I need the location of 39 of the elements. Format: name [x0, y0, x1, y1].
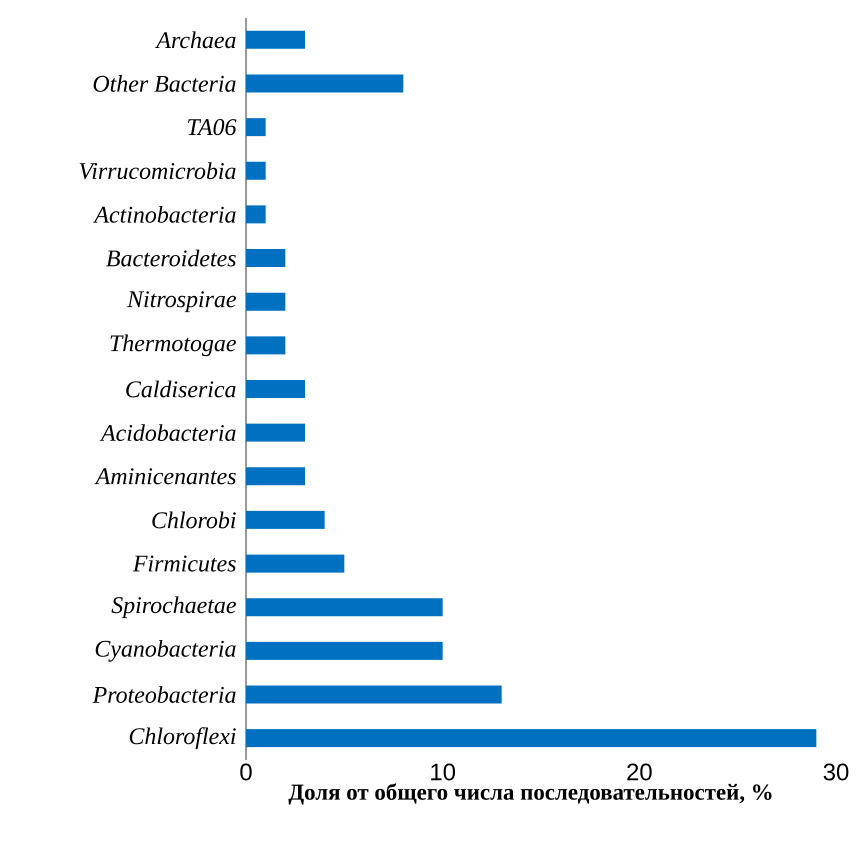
- bar: [246, 424, 306, 442]
- x-tick-label: 30: [824, 764, 848, 780]
- y-tick-label: Nitrospirae: [126, 291, 236, 312]
- x-tick-label: 20: [627, 764, 652, 780]
- bar: [246, 118, 266, 136]
- y-tick-label: Chlorobi: [152, 512, 236, 528]
- bar: [246, 686, 502, 704]
- y-tick-label: Actinobacteria: [93, 206, 236, 223]
- bar: [246, 205, 266, 224]
- x-axis-title: Доля от общего числа последовательностей, %: [288, 783, 772, 805]
- y-tick-label: Cyanobacteria: [96, 640, 236, 662]
- bar: [246, 162, 266, 180]
- y-tick-label: Virrucomicrobia: [80, 162, 236, 180]
- y-tick-label: Other Bacteria: [94, 75, 236, 92]
- bar: [246, 336, 286, 354]
- bar: [246, 554, 344, 573]
- y-tick-label: Spirochaetae: [111, 596, 236, 618]
- y-tick-label: Bacteroidetes: [106, 250, 236, 266]
- y-tick-label: Archaea: [155, 31, 236, 48]
- bar: [246, 729, 816, 748]
- bar: [246, 642, 443, 660]
- bar: [246, 380, 306, 398]
- y-tick-label: Acidobacteria: [100, 424, 236, 442]
- bar: [246, 467, 306, 486]
- y-tick-label: Aminicenantes: [94, 468, 236, 484]
- y-tick-label: Proteobacteria: [92, 686, 236, 703]
- bar: [246, 510, 325, 529]
- y-tick-label: Firmicutes: [132, 556, 236, 572]
- x-tick-label: 10: [431, 764, 456, 780]
- y-tick-label: Caldiserica: [126, 380, 236, 398]
- y-tick-label: Thermotogae: [110, 334, 236, 356]
- bar: [246, 598, 443, 616]
- x-tick-label: 0: [240, 764, 252, 780]
- y-tick-label: TA06: [188, 119, 236, 136]
- bar: [246, 30, 306, 49]
- bar: [246, 249, 286, 268]
- y-tick-label: Chloroflexi: [130, 727, 236, 750]
- bar: [246, 74, 404, 92]
- bar: [246, 292, 286, 311]
